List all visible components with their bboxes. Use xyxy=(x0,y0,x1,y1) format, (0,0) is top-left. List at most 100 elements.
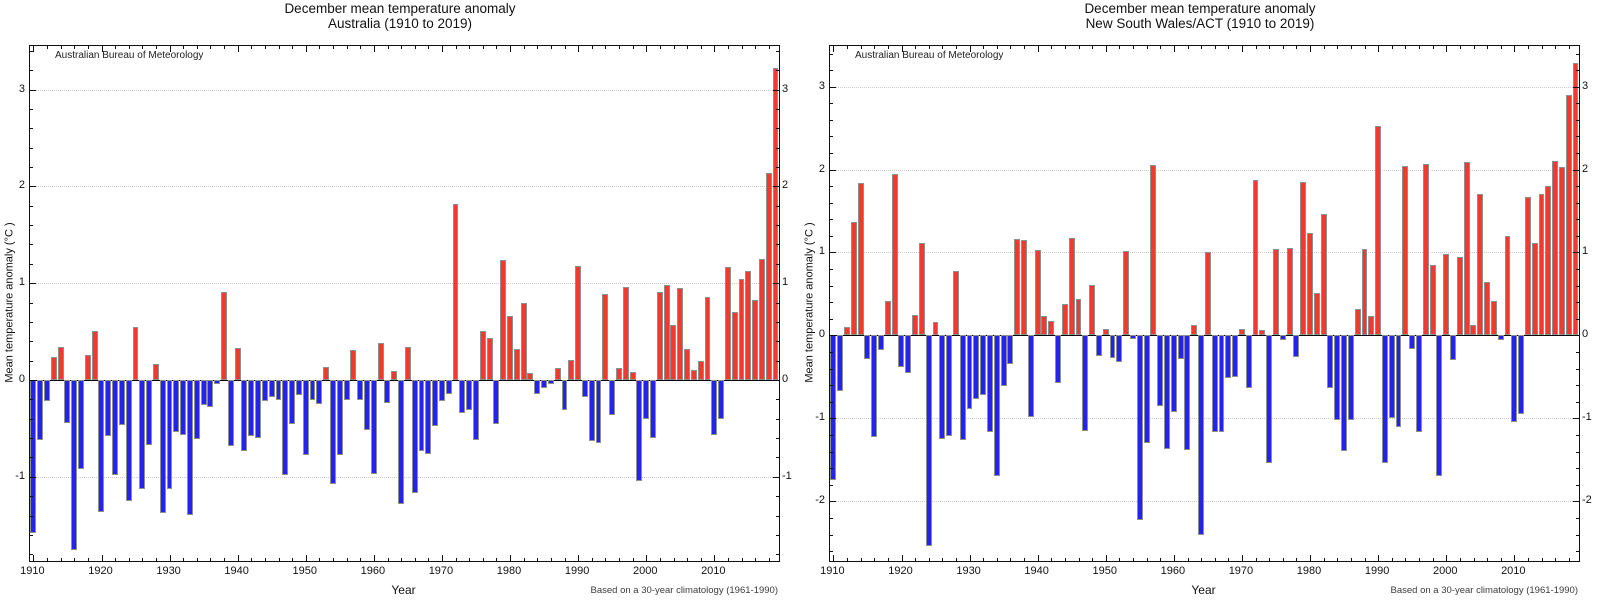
x-minor-tick-top xyxy=(755,46,757,49)
x-minor-tick-top xyxy=(1133,46,1134,49)
bar-2003 xyxy=(1463,162,1470,336)
chart-panel-nsw-act: December mean temperature anomaly New So… xyxy=(800,0,1600,601)
x-minor-tick-top xyxy=(224,46,226,49)
bar-1912 xyxy=(844,327,850,336)
y-minor-tick-right xyxy=(1576,534,1579,536)
x-minor-tick-bottom xyxy=(537,558,539,561)
x-minor-tick-top xyxy=(1364,46,1366,49)
x-minor-tick-top xyxy=(1024,46,1026,49)
chart-title: December mean temperature anomaly xyxy=(1084,1,1316,16)
x-minor-tick-top xyxy=(996,46,998,49)
x-tick-label-1940: 1940 xyxy=(1024,565,1049,577)
bar-1952 xyxy=(1116,335,1123,362)
x-tick-label-1930: 1930 xyxy=(956,565,981,577)
bar-1929 xyxy=(959,335,966,440)
x-minor-tick-top xyxy=(156,46,157,49)
bar-1978 xyxy=(1293,335,1300,357)
x-minor-tick-top xyxy=(1092,46,1094,49)
x-minor-tick-bottom xyxy=(1487,558,1489,561)
bar-2002 xyxy=(1456,257,1463,336)
x-minor-tick-top xyxy=(874,46,876,49)
zero-line xyxy=(830,335,1579,336)
y-minor-tick-left xyxy=(830,385,833,387)
x-minor-tick-top xyxy=(1391,46,1393,49)
y-minor-tick-left xyxy=(30,302,33,304)
y-minor-tick-left xyxy=(830,202,833,204)
x-minor-tick-bottom xyxy=(1269,558,1271,561)
y-minor-tick-left xyxy=(830,318,833,320)
bar-1942 xyxy=(1048,320,1055,336)
bar-1989 xyxy=(1368,315,1375,336)
x-minor-tick-top xyxy=(333,46,334,49)
x-minor-tick-bottom xyxy=(523,558,525,561)
y-minor-tick-right xyxy=(776,263,779,265)
x-minor-tick-top xyxy=(496,46,498,49)
bureau-watermark: Australian Bureau of Meteorology xyxy=(855,50,1004,61)
bar-2017 xyxy=(1558,167,1565,336)
x-tick-label-1910: 1910 xyxy=(820,565,845,577)
x-minor-tick-bottom xyxy=(1323,558,1325,561)
x-minor-tick-bottom xyxy=(727,558,729,561)
bar-1938 xyxy=(221,291,227,380)
x-minor-tick-top xyxy=(847,46,848,49)
x-minor-tick-top xyxy=(550,46,552,49)
x-minor-tick-top xyxy=(1487,46,1489,49)
bar-1966 xyxy=(1211,335,1218,432)
gridline-2 xyxy=(830,169,1579,171)
x-minor-tick-bottom xyxy=(482,558,484,561)
bar-1949 xyxy=(1095,335,1102,357)
bar-1943 xyxy=(255,379,261,439)
bar-1911 xyxy=(837,335,844,391)
y-minor-tick-left xyxy=(830,368,833,370)
x-minor-tick-bottom xyxy=(1187,558,1189,561)
bar-1973 xyxy=(459,379,466,413)
y-minor-tick-left xyxy=(830,70,833,71)
x-minor-tick-top xyxy=(346,46,348,49)
bar-2007 xyxy=(690,370,697,380)
y-minor-tick-left xyxy=(30,438,33,440)
x-minor-tick-bottom xyxy=(687,558,689,561)
y-minor-tick-right xyxy=(1576,219,1579,221)
bar-1968 xyxy=(1225,335,1232,378)
x-minor-tick-bottom xyxy=(632,558,634,561)
bar-2008 xyxy=(697,360,704,380)
bar-1920 xyxy=(98,379,105,512)
bar-1979 xyxy=(500,259,507,380)
x-minor-tick-bottom xyxy=(142,558,144,561)
x-minor-tick-top xyxy=(1337,46,1339,49)
x-minor-tick-top xyxy=(428,46,430,49)
x-minor-tick-top xyxy=(1350,46,1352,49)
bar-1955 xyxy=(336,379,343,456)
x-minor-tick-top xyxy=(632,46,634,49)
y-minor-tick-left xyxy=(30,50,33,52)
y-minor-tick-right xyxy=(776,244,779,246)
bar-1955 xyxy=(1136,335,1143,520)
bar-1976 xyxy=(1279,335,1286,341)
bar-1990 xyxy=(1375,125,1382,336)
bar-1962 xyxy=(384,379,391,404)
bar-1936 xyxy=(1007,335,1014,365)
x-minor-tick-bottom xyxy=(224,558,226,561)
bar-1974 xyxy=(466,379,473,410)
y-minor-tick-left xyxy=(830,551,833,552)
bar-1937 xyxy=(1014,239,1021,336)
y-minor-tick-right xyxy=(1576,269,1579,271)
gridline--1 xyxy=(830,418,1579,420)
y-minor-tick-left xyxy=(830,401,833,403)
bar-1928 xyxy=(952,270,959,336)
bar-1979 xyxy=(1300,182,1307,336)
bar-1951 xyxy=(309,379,316,401)
y-minor-tick-right xyxy=(776,554,779,556)
bar-1964 xyxy=(1198,335,1204,536)
x-minor-tick-top xyxy=(860,46,862,49)
x-minor-tick-top xyxy=(1405,46,1407,49)
x-minor-tick-bottom xyxy=(1010,558,1012,561)
bar-1957 xyxy=(1150,164,1157,336)
x-tick-label-1980: 1980 xyxy=(1296,565,1322,577)
bar-1961 xyxy=(1177,335,1184,359)
x-minor-tick-bottom xyxy=(1473,558,1475,561)
y-minor-tick-left xyxy=(30,399,33,401)
bar-2016 xyxy=(752,299,759,380)
x-minor-tick-top xyxy=(673,46,675,49)
x-minor-tick-bottom xyxy=(496,558,498,561)
